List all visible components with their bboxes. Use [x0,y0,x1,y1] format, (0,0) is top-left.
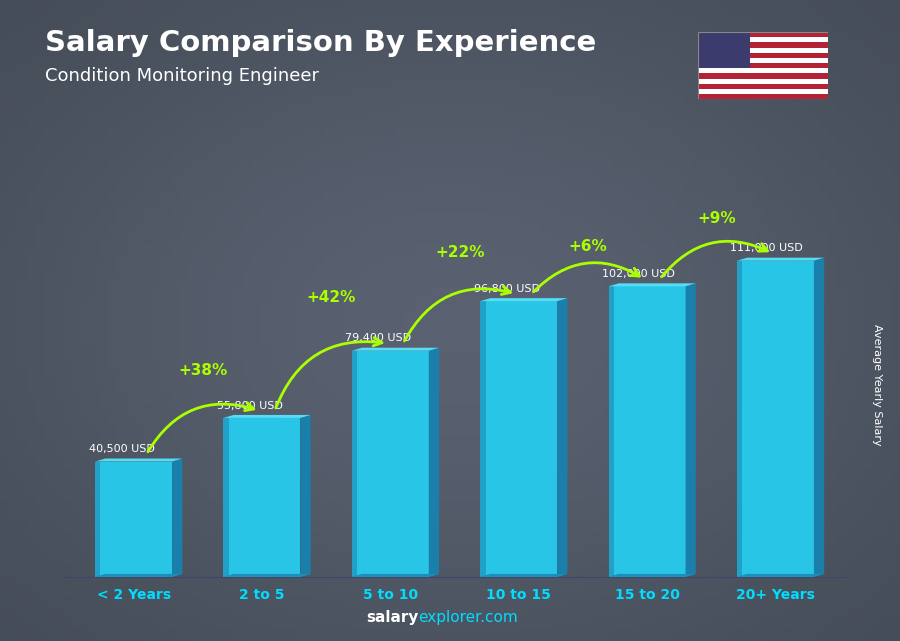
Polygon shape [352,347,439,351]
Bar [698,74,828,79]
Text: salary: salary [366,610,418,625]
Text: explorer.com: explorer.com [418,610,518,625]
Polygon shape [301,415,310,577]
Polygon shape [686,283,696,577]
Text: 40,500 USD: 40,500 USD [89,444,155,454]
Bar [608,287,614,577]
Text: +9%: +9% [697,211,735,226]
Bar [698,32,750,69]
Bar [698,47,828,53]
Bar [352,351,428,577]
Bar [698,32,828,37]
Bar [698,58,828,63]
Text: 55,800 USD: 55,800 USD [217,401,283,411]
Bar [95,462,101,577]
Polygon shape [481,574,568,577]
Text: +38%: +38% [178,363,228,378]
Bar [698,42,828,47]
Bar [223,418,301,577]
Bar [698,53,828,58]
Text: +22%: +22% [435,245,484,260]
Text: Average Yearly Salary: Average Yearly Salary [872,324,883,445]
Polygon shape [608,283,696,287]
Bar [698,79,828,84]
Polygon shape [428,347,439,577]
Text: +42%: +42% [307,290,356,305]
Text: Salary Comparison By Experience: Salary Comparison By Experience [45,29,596,57]
Bar [481,301,486,577]
Bar [698,89,828,94]
Polygon shape [172,458,183,577]
Bar [698,94,828,99]
Polygon shape [557,298,568,577]
Polygon shape [223,574,310,577]
Polygon shape [352,574,439,577]
Polygon shape [608,574,696,577]
Bar [737,261,814,577]
Bar [737,261,742,577]
Polygon shape [737,258,824,261]
Bar [481,301,557,577]
Polygon shape [814,258,824,577]
Polygon shape [95,574,183,577]
Bar [608,287,686,577]
Bar [698,84,828,89]
Polygon shape [737,574,824,577]
Text: +6%: +6% [569,239,608,254]
Bar [698,63,828,69]
Text: 111,000 USD: 111,000 USD [731,244,803,253]
Text: Condition Monitoring Engineer: Condition Monitoring Engineer [45,67,319,85]
Text: 102,000 USD: 102,000 USD [602,269,675,279]
Bar [698,69,828,74]
Polygon shape [481,298,568,301]
Bar [352,351,357,577]
Text: 96,800 USD: 96,800 USD [473,284,540,294]
Text: 79,400 USD: 79,400 USD [346,333,411,344]
Bar [223,418,229,577]
Polygon shape [223,415,310,418]
Bar [698,37,828,42]
Bar [95,462,172,577]
Polygon shape [95,458,183,462]
